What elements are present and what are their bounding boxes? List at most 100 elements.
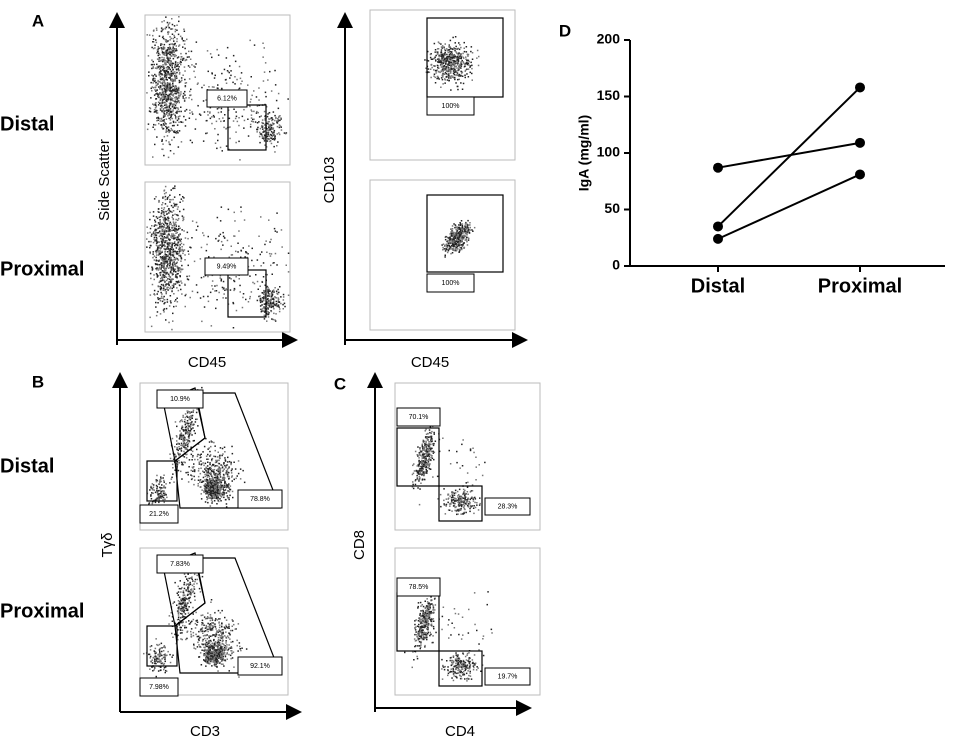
dot: [161, 256, 164, 258]
dot: [170, 60, 172, 63]
dot: [167, 255, 170, 258]
dot: [199, 591, 202, 593]
dot: [439, 61, 441, 64]
dot: [164, 107, 166, 109]
dot: [154, 79, 156, 82]
dot: [276, 122, 279, 124]
dot: [454, 76, 456, 79]
dot: [232, 620, 234, 622]
dot: [165, 307, 168, 310]
dot: [191, 620, 193, 623]
dot: [154, 294, 156, 296]
dot: [456, 239, 458, 242]
dot: [184, 426, 187, 429]
dot: [442, 246, 444, 249]
dot: [190, 94, 192, 96]
dot: [159, 222, 161, 224]
dot: [273, 290, 275, 293]
dot: [221, 477, 224, 480]
dot: [175, 228, 177, 230]
dot: [188, 459, 191, 461]
dot: [270, 128, 272, 130]
dot: [184, 625, 186, 627]
dot: [213, 481, 215, 484]
dot: [178, 110, 180, 113]
dot: [459, 237, 461, 239]
dot: [163, 47, 166, 49]
dot: [214, 485, 216, 488]
dot: [158, 200, 160, 202]
dot: [184, 423, 187, 426]
dot: [216, 147, 218, 150]
dot: [171, 129, 174, 132]
dot: [170, 91, 172, 94]
dot: [176, 301, 179, 303]
dot: [470, 50, 472, 53]
dot: [274, 296, 276, 298]
dot: [158, 57, 161, 59]
dot: [174, 187, 176, 190]
dot: [176, 119, 179, 122]
dot: [184, 607, 186, 609]
dot: [439, 60, 441, 62]
dot: [151, 492, 153, 494]
dot: [261, 126, 264, 128]
dot: [455, 228, 457, 231]
dot: [437, 48, 440, 50]
dot: [160, 104, 163, 107]
dot: [162, 208, 165, 211]
dot: [207, 472, 210, 474]
dot: [163, 110, 166, 112]
dot: [169, 276, 171, 278]
dot: [211, 72, 213, 74]
dot: [152, 82, 154, 84]
dot: [160, 117, 163, 120]
dot: [217, 492, 219, 495]
dot: [179, 254, 181, 257]
dot: [169, 259, 172, 261]
dot: [198, 463, 201, 465]
dot: [170, 267, 173, 269]
dot: [167, 25, 169, 27]
dot: [169, 68, 171, 71]
dot: [172, 251, 174, 254]
dot: [451, 230, 454, 232]
dot: [224, 480, 226, 483]
dot: [147, 55, 150, 57]
dot: [464, 76, 466, 79]
dot: [166, 265, 168, 267]
dot: [217, 240, 219, 242]
dot: [458, 251, 460, 253]
dot: [170, 478, 173, 480]
dot: [150, 487, 152, 489]
dot: [157, 116, 159, 119]
dot: [150, 240, 152, 243]
dot: [165, 283, 167, 286]
dot: [164, 198, 167, 201]
dot: [161, 51, 164, 53]
dot: [212, 288, 214, 290]
dot: [262, 56, 264, 58]
dot: [216, 491, 219, 493]
dot: [155, 239, 157, 241]
dot: [183, 249, 186, 251]
dot: [451, 56, 453, 58]
dot: [452, 48, 454, 51]
dot: [185, 604, 187, 606]
dot: [188, 584, 190, 587]
dot: [223, 478, 226, 480]
dot: [266, 320, 268, 322]
dot: [268, 125, 271, 127]
dot: [267, 288, 269, 291]
dot: [163, 260, 165, 262]
dot: [189, 90, 191, 93]
dot: [228, 117, 231, 120]
dot: [449, 238, 452, 241]
dot: [171, 233, 173, 235]
dot: [273, 312, 275, 315]
dot: [168, 129, 170, 131]
dot: [231, 480, 233, 482]
dot: [179, 250, 182, 252]
dot: [157, 498, 159, 500]
dot: [164, 89, 167, 92]
